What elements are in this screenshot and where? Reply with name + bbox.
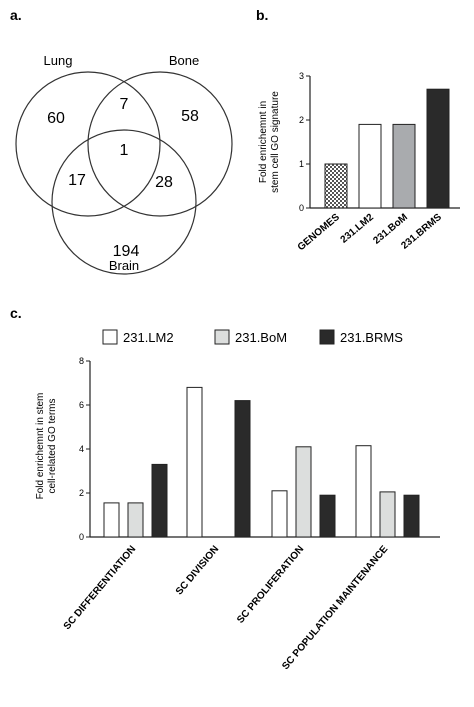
c-y-tick-label: 2 (79, 488, 84, 498)
c-bar-231-lm2-3 (355, 445, 372, 538)
c-bar-231-brms-1 (234, 400, 251, 538)
panel-b-label: b. (256, 7, 268, 23)
b-bar-231-brms (426, 88, 450, 209)
c-x-tick-label: SC DIVISION (174, 544, 221, 597)
c-bar-231-bom-3 (379, 491, 396, 538)
b-x-tick-label: 231.LM2 (339, 212, 377, 246)
venn-count-bone-only: 58 (181, 108, 199, 125)
c-y-tick-label: 8 (79, 356, 84, 366)
venn-count-all: 1 (120, 142, 129, 159)
c-x-tick-label: SC PROLIFERATION (235, 544, 306, 626)
legend-label: 231.LM2 (123, 330, 174, 345)
b-y-tick-label: 1 (299, 159, 304, 169)
c-y-axis-label: Fold enrichemnt in stemcell-related GO t… (35, 393, 58, 500)
b-y-tick-label: 3 (299, 71, 304, 81)
c-bar-231-bom-0 (127, 502, 144, 538)
c-x-tick-label: SC DIFFERENTIATION (62, 544, 139, 632)
venn-circle-lung (15, 71, 161, 217)
c-bar-231-lm2-1 (186, 386, 203, 538)
c-y-tick-label: 6 (79, 400, 84, 410)
legend-swatch-231-brms (319, 329, 335, 345)
venn-label-brain: Brain (109, 258, 139, 273)
legend-swatch-231-lm2 (102, 329, 118, 345)
b-y-tick-label: 2 (299, 115, 304, 125)
venn-count-bone-brain: 28 (155, 174, 173, 191)
venn-label-lung: Lung (44, 53, 73, 68)
venn-count-lung-brain: 17 (68, 172, 86, 189)
legend-swatch-231-bom (214, 329, 230, 345)
b-y-axis-label: Fold enrichemnt instem cell GO signature (258, 91, 281, 193)
legend-label: 231.BoM (235, 330, 287, 345)
legend-label: 231.BRMS (340, 330, 403, 345)
c-x-tick-label: SC POPULATION MAINTENANCE (280, 544, 390, 672)
c-bar-231-brms-3 (403, 494, 420, 538)
b-bar-genomes (324, 163, 348, 209)
chart-c: 0 2 4 6 8 SC DIFFERENTIATION SC DIVISION SC PRO… (35, 329, 440, 672)
b-y-tick-label: 0 (299, 203, 304, 213)
c-bar-231-brms-2 (319, 494, 336, 538)
c-bar-231-bom-2 (295, 446, 312, 538)
c-y-tick-label: 4 (79, 444, 84, 454)
panel-c-label: c. (10, 305, 22, 321)
c-y-tick-label: 0 (79, 532, 84, 542)
venn-circle-brain (51, 129, 197, 275)
panel-a-label: a. (10, 7, 22, 23)
b-bar-231-lm2 (358, 123, 382, 209)
venn-circle-bone (87, 71, 233, 217)
venn-count-brain-only: 194 (113, 243, 140, 260)
b-x-tick-label: GENOMES (296, 212, 342, 253)
b-bar-231-bom (392, 123, 416, 209)
venn-count-lung-bone: 7 (120, 96, 129, 113)
venn-diagram: Lung Bone Brain 60 58 194 7 17 28 1 (15, 53, 233, 275)
c-bar-231-lm2-0 (103, 502, 120, 538)
c-bar-231-lm2-2 (271, 490, 288, 538)
venn-count-lung-only: 60 (47, 110, 65, 127)
c-bar-231-brms-0 (151, 463, 168, 538)
venn-label-bone: Bone (169, 53, 199, 68)
